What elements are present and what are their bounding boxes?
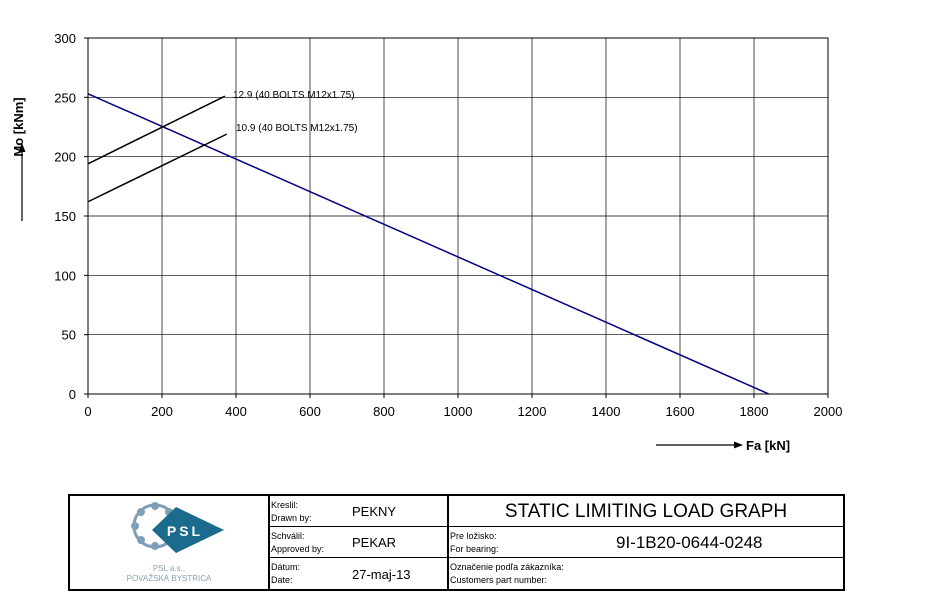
load-chart: 0 200 400 600 800 1000 1200 1400 1600 1800 2000 0 50…: [11, 31, 842, 453]
chart-grid: [87, 37, 829, 395]
x-tick-label: 1600: [666, 404, 695, 419]
logo-diamond: [152, 507, 224, 553]
x-axis-arrowhead: [734, 441, 743, 449]
drawn-by-value: PEKNY: [352, 504, 397, 519]
title-block-rule-1: [268, 526, 843, 527]
x-tick-label: 1000: [444, 404, 473, 419]
x-tick-label: 1200: [518, 404, 547, 419]
y-tick-label: 300: [54, 31, 76, 46]
title-block-rule-2: [268, 557, 843, 558]
title-block-divider-1: [268, 496, 270, 589]
series-label-10-9: 10.9 (40 BOLTS M12x1.75): [236, 123, 358, 134]
logo-cell: PSL PSL a.s., POVAŽSKÁ BYSTRICA: [70, 496, 268, 589]
x-tick-label: 200: [151, 404, 173, 419]
x-tick-label: 600: [299, 404, 321, 419]
y-tick-label: 100: [54, 268, 76, 283]
title-block: PSL PSL a.s., POVAŽSKÁ BYSTRICA Kreslil:…: [68, 494, 845, 591]
date-value: 27-maj-13: [352, 567, 411, 582]
psl-logo: PSL PSL a.s., POVAŽSKÁ BYSTRICA: [127, 502, 224, 583]
approved-by-label-sk: Schválil:: [271, 531, 305, 541]
series-line-1: [87, 93, 770, 395]
y-tick-label: 0: [69, 387, 76, 402]
y-tick-label: 50: [62, 328, 76, 343]
customer-label-sk: Označenie podľa zákazníka:: [450, 562, 564, 572]
x-tick-label: 800: [373, 404, 395, 419]
chart-series: [87, 93, 770, 395]
y-tick-label: 150: [54, 209, 76, 224]
title-block-divider-2: [447, 496, 449, 589]
series-line-3: [87, 133, 228, 203]
date-label-en: Date:: [271, 575, 293, 585]
series-label-12-9: 12.9 (40 BOLTS M12x1.75): [233, 90, 355, 101]
x-tick-label: 1400: [592, 404, 621, 419]
customer-label-en: Customers part number:: [450, 575, 548, 585]
x-tick-label: 0: [84, 404, 91, 419]
bearing-label-sk: Pre ložisko:: [450, 531, 497, 541]
date-label-sk: Dátum:: [271, 562, 301, 572]
approved-by-value: PEKAR: [352, 535, 397, 550]
chart-ticks: 0 200 400 600 800 1000 1200 1400 1600 1800 2000 0 50…: [54, 31, 842, 419]
x-tick-label: 400: [225, 404, 247, 419]
bearing-label-en: For bearing:: [450, 544, 499, 554]
x-axis-label: Fa [kN]: [746, 438, 790, 453]
x-tick-label: 1800: [740, 404, 769, 419]
approved-by-label-en: Approved by:: [271, 544, 325, 554]
drawn-by-label-sk: Kreslil:: [271, 500, 299, 510]
drawn-by-label-en: Drawn by:: [271, 513, 312, 523]
company-line-1: PSL a.s.,: [153, 564, 185, 573]
y-tick-label: 250: [54, 90, 76, 105]
drawing-title: STATIC LIMITING LOAD GRAPH: [504, 501, 788, 522]
logo-text: PSL: [167, 523, 203, 539]
x-tick-label: 2000: [814, 404, 843, 419]
series-line-2: [87, 95, 226, 165]
y-axis-label: Mo [kNm]: [11, 97, 26, 156]
y-tick-label: 200: [54, 150, 76, 165]
y-axis-arrowhead: [18, 143, 26, 152]
plot-frame: [87, 37, 829, 395]
company-line-2: POVAŽSKÁ BYSTRICA: [127, 574, 212, 583]
bearing-code: 9I-1B20-0644-0248: [616, 533, 763, 552]
